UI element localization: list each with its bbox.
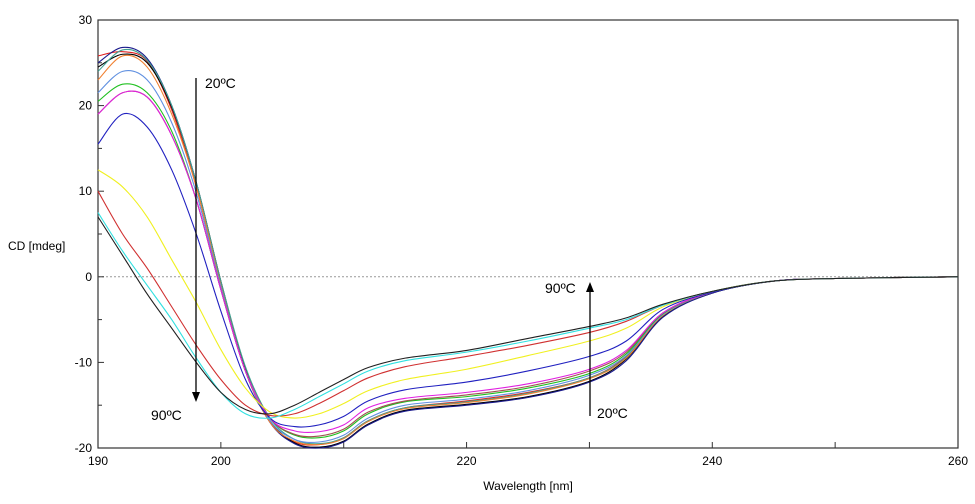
series-lines	[97, 46, 959, 449]
series-line	[97, 48, 959, 445]
annotation-right-bottom: 20ºC	[597, 405, 628, 421]
axes: 190 200 220 240 260 30 20 10 0 -10 -20	[75, 13, 969, 468]
annotation-left-bottom: 90ºC	[151, 407, 182, 423]
y-tick-label: 20	[79, 99, 93, 113]
y-tick-label: 10	[79, 184, 93, 198]
y-axis-label: CD [mdeg]	[8, 239, 65, 253]
series-line	[97, 216, 959, 415]
y-tick-label: -20	[75, 441, 93, 455]
series-line	[97, 90, 959, 438]
x-axis-label: Wavelength [nm]	[483, 479, 573, 493]
annotation-left-top: 20ºC	[205, 75, 236, 91]
x-tick-label: 240	[702, 454, 722, 468]
x-tick-label: 220	[457, 454, 477, 468]
arrow-up-head	[586, 282, 594, 292]
x-tick-label: 260	[948, 454, 968, 468]
series-line	[97, 169, 959, 419]
x-tick-label: 200	[211, 454, 231, 468]
arrow-down-head	[192, 392, 200, 402]
y-tick-label: -10	[75, 355, 93, 369]
annotation-right-top: 90ºC	[545, 280, 576, 296]
x-tick-label: 190	[88, 454, 108, 468]
y-tick-label: 30	[79, 13, 93, 27]
annotations: 20ºC 90ºC 90ºC 20ºC	[151, 75, 628, 423]
series-line	[97, 90, 959, 434]
y-tick-label: 0	[85, 270, 92, 284]
series-line	[97, 112, 959, 428]
series-line	[97, 83, 959, 439]
